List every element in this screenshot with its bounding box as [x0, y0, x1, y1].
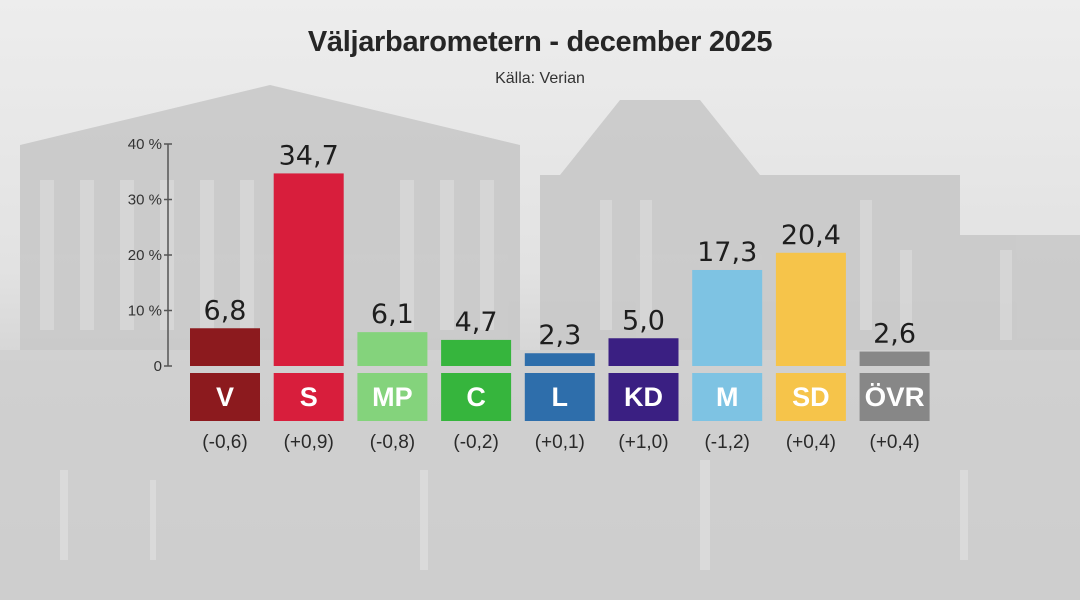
change-label: (-0,2) — [453, 432, 498, 453]
party-label: ÖVR — [865, 382, 925, 412]
bar-value-label: 6,1 — [371, 299, 414, 330]
change-label: (+0,4) — [786, 432, 836, 453]
party-label-box — [441, 373, 512, 421]
bar-value-label: 17,3 — [697, 237, 757, 268]
party-label-box — [775, 373, 846, 421]
change-label: (+0,9) — [284, 432, 334, 453]
y-tick-label: 40 % — [128, 136, 162, 153]
bar-sd — [775, 252, 846, 366]
y-tick-label: 0 — [154, 358, 162, 375]
y-tick-label: 10 % — [128, 303, 162, 320]
change-label: (-1,2) — [704, 432, 749, 453]
y-tick-label: 30 % — [128, 192, 162, 209]
party-label: V — [216, 382, 234, 412]
bar-kd — [608, 338, 679, 366]
bar-c — [441, 339, 512, 366]
bar-value-label: 5,0 — [622, 305, 665, 336]
chart-subtitle: Källa: Verian — [495, 70, 585, 87]
party-label: M — [716, 382, 739, 412]
party-label: KD — [624, 382, 663, 412]
bar-value-label: 6,8 — [204, 295, 247, 326]
party-label-box — [608, 373, 679, 421]
change-label: (-0,8) — [370, 432, 415, 453]
bar-value-label: 20,4 — [781, 220, 841, 251]
change-label: (+1,0) — [618, 432, 668, 453]
bar-v — [190, 328, 260, 366]
party-label: SD — [792, 382, 830, 412]
bar-s — [273, 173, 344, 366]
party-label-box — [273, 373, 344, 421]
party-label: C — [466, 382, 486, 412]
bar-value-label: 4,7 — [455, 307, 498, 338]
party-label-box — [357, 373, 428, 421]
bar-value-label: 34,7 — [279, 140, 339, 171]
party-label-box — [524, 373, 595, 421]
party-label-box — [859, 373, 930, 421]
bar-mp — [357, 332, 428, 366]
bar-m — [692, 269, 763, 366]
party-label: MP — [372, 382, 413, 412]
change-label: (-0,6) — [202, 432, 247, 453]
party-label-box — [190, 373, 260, 421]
change-label: (+0,1) — [535, 432, 585, 453]
chart-title: Väljarbarometern - december 2025 — [307, 26, 773, 58]
bar-value-label: 2,6 — [873, 319, 916, 350]
party-label: S — [300, 382, 318, 412]
bar-l — [524, 353, 595, 366]
bar-övr — [859, 351, 930, 366]
bar-value-label: 2,3 — [538, 320, 581, 351]
party-label-box — [692, 373, 763, 421]
change-label: (+0,4) — [870, 432, 920, 453]
party-label: L — [552, 382, 569, 412]
y-tick-label: 20 % — [128, 247, 162, 264]
